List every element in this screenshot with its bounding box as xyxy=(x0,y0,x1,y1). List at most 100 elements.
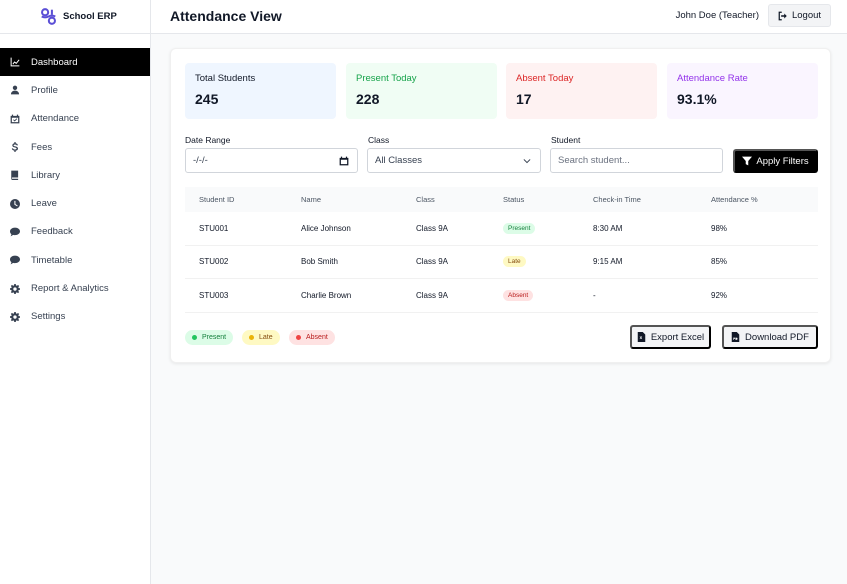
book-icon xyxy=(9,170,20,181)
stat-label: Attendance Rate xyxy=(677,73,748,84)
sidebar-item-dashboard[interactable]: Dashboard xyxy=(0,48,150,77)
sidebar-item-settings[interactable]: Settings xyxy=(0,303,150,331)
sidebar-item-fees[interactable]: Fees xyxy=(0,133,150,161)
legend-label: Absent xyxy=(306,334,328,341)
apply-filters-label: Apply Filters xyxy=(756,155,809,167)
table-row[interactable]: STU003 Charlie Brown Class 9A Absent - 9… xyxy=(185,279,818,313)
sidebar-item-report-analytics[interactable]: Report & Analytics xyxy=(0,274,150,302)
cell-checkin: 8:30 AM xyxy=(593,223,623,233)
class-select-value: All Classes xyxy=(375,155,422,166)
column-header: Check-in Time xyxy=(593,195,641,204)
file-excel-icon xyxy=(637,332,646,342)
status-badge: Present xyxy=(503,222,536,234)
cell-student-id: STU001 xyxy=(199,223,229,233)
apply-filters-button[interactable]: Apply Filters xyxy=(733,149,818,173)
export-excel-label: Export Excel xyxy=(650,331,705,343)
logo-icon xyxy=(41,8,56,25)
status-badge: Late xyxy=(503,256,526,268)
gear-icon xyxy=(9,283,20,294)
download-pdf-button[interactable]: Download PDF xyxy=(722,325,818,349)
sidebar-item-label: Timetable xyxy=(31,254,73,266)
date-range-value: -/-/- xyxy=(193,155,208,166)
sidebar-item-label: Profile xyxy=(31,84,58,96)
student-search-input[interactable]: Search student... xyxy=(550,148,723,173)
stat-label: Present Today xyxy=(356,73,417,84)
sidebar-item-label: Feedback xyxy=(31,226,73,238)
table-header: Student ID Name Class Status Check-in Ti… xyxy=(185,187,818,212)
download-pdf-label: Download PDF xyxy=(745,331,809,343)
sidebar-item-feedback[interactable]: Feedback xyxy=(0,218,150,246)
logout-button[interactable]: Logout xyxy=(768,4,831,27)
cell-name: Bob Smith xyxy=(301,257,338,267)
dot-icon xyxy=(296,335,301,340)
calendar-icon[interactable] xyxy=(339,156,349,166)
cell-name: Charlie Brown xyxy=(301,290,352,300)
stat-value: 228 xyxy=(356,91,380,107)
chevron-down-icon xyxy=(523,159,531,164)
sidebar-item-attendance[interactable]: Attendance xyxy=(0,105,150,133)
column-header: Status xyxy=(503,195,525,204)
table-row[interactable]: STU002 Bob Smith Class 9A Late 9:15 AM 8… xyxy=(185,246,818,279)
file-pdf-icon xyxy=(731,332,740,342)
brand[interactable]: School ERP xyxy=(0,0,150,34)
chart-line-icon xyxy=(9,57,20,68)
date-range-label: Date Range xyxy=(185,135,231,145)
cell-checkin: - xyxy=(593,290,596,300)
stat-attendance-rate: Attendance Rate 93.1% xyxy=(667,63,818,119)
dot-icon xyxy=(192,335,197,340)
class-select[interactable]: All Classes xyxy=(367,148,541,173)
user-icon xyxy=(9,85,20,96)
stat-value: 17 xyxy=(516,91,532,107)
gear-icon xyxy=(9,311,20,322)
dollar-icon xyxy=(9,142,20,153)
stat-absent-today: Absent Today 17 xyxy=(506,63,657,119)
status-badge: Absent xyxy=(503,289,534,301)
cell-class: Class 9A xyxy=(416,223,449,233)
sidebar-item-library[interactable]: Library xyxy=(0,161,150,189)
cell-attendance-pct: 98% xyxy=(711,223,728,233)
class-label: Class xyxy=(368,135,390,145)
sidebar-item-label: Attendance xyxy=(31,113,80,125)
attendance-table: Student ID Name Class Status Check-in Ti… xyxy=(185,187,818,313)
sidebar-item-timetable[interactable]: Timetable xyxy=(0,246,150,274)
sidebar-item-label: Dashboard xyxy=(31,56,78,68)
column-header: Name xyxy=(301,195,322,204)
top-header: Attendance View John Doe (Teacher) Logou… xyxy=(151,0,847,34)
column-header: Class xyxy=(416,195,435,204)
cell-attendance-pct: 85% xyxy=(711,257,728,267)
comment-icon xyxy=(9,255,20,266)
stat-value: 245 xyxy=(195,91,219,107)
cell-class: Class 9A xyxy=(416,257,449,267)
table-row[interactable]: STU001 Alice Johnson Class 9A Present 8:… xyxy=(185,212,818,246)
legend-late: Late xyxy=(242,330,280,345)
logout-icon xyxy=(778,11,787,20)
cell-student-id: STU003 xyxy=(199,290,229,300)
cell-name: Alice Johnson xyxy=(301,223,351,233)
cell-student-id: STU002 xyxy=(199,257,229,267)
legend-absent: Absent xyxy=(289,330,335,345)
export-excel-button[interactable]: Export Excel xyxy=(630,325,711,349)
sidebar-item-label: Library xyxy=(31,169,61,181)
stat-label: Absent Today xyxy=(516,73,574,84)
cell-attendance-pct: 92% xyxy=(711,290,728,300)
legend-label: Present xyxy=(202,334,227,341)
stat-value: 93.1% xyxy=(677,91,717,107)
stat-total-students: Total Students 245 xyxy=(185,63,336,119)
sidebar-item-label: Report & Analytics xyxy=(31,283,109,295)
sidebar-item-profile[interactable]: Profile xyxy=(0,76,150,104)
date-range-input[interactable]: -/-/- xyxy=(185,148,358,173)
student-label: Student xyxy=(551,135,581,145)
attendance-card: Total Students 245 Present Today 228 Abs… xyxy=(170,48,831,363)
calendar-check-icon xyxy=(9,113,20,124)
legend-label: Late xyxy=(259,334,273,341)
current-user: John Doe (Teacher) xyxy=(675,10,759,21)
sidebar-item-label: Fees xyxy=(31,141,53,153)
brand-name: School ERP xyxy=(63,11,117,22)
dot-icon xyxy=(249,335,254,340)
cell-class: Class 9A xyxy=(416,290,449,300)
legend-present: Present xyxy=(185,330,234,345)
logout-label: Logout xyxy=(791,10,822,21)
stat-label: Total Students xyxy=(195,73,256,84)
sidebar: School ERP Dashboard Profile Attendance … xyxy=(0,0,151,584)
sidebar-item-leave[interactable]: Leave xyxy=(0,189,150,217)
